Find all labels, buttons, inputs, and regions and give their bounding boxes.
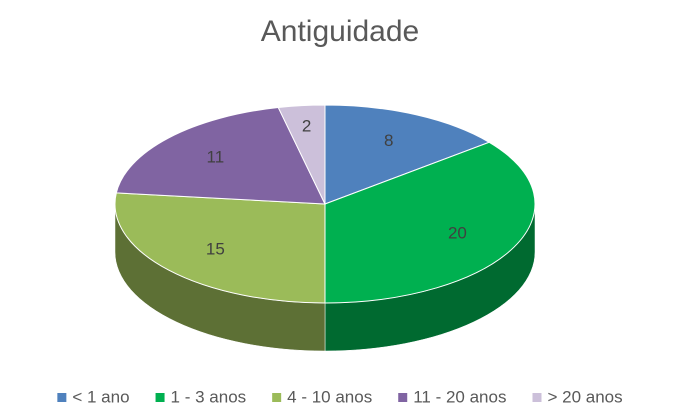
data-label: 8 (384, 131, 393, 150)
slice (115, 106, 326, 205)
slice (324, 104, 491, 205)
slice (114, 192, 326, 304)
legend-label: 4 - 10 anos (287, 387, 372, 406)
legend-swatch (532, 393, 542, 402)
legend-swatch (272, 393, 282, 402)
legend-label: 11 - 20 anos (413, 387, 506, 406)
slice (277, 104, 326, 205)
data-label: 2 (302, 117, 311, 136)
chart-title: Antiguidade (261, 15, 419, 48)
legend-swatch (155, 393, 165, 402)
data-label: 15 (206, 240, 225, 259)
legend-label: 1 - 3 anos (171, 387, 247, 406)
slice (324, 141, 536, 304)
legend-swatch (398, 393, 408, 402)
legend-label: < 1 ano (72, 387, 129, 406)
legend-label: > 20 anos (547, 387, 622, 406)
data-label: 20 (448, 224, 467, 243)
data-label: 11 (207, 147, 225, 166)
legend-swatch (57, 393, 67, 402)
